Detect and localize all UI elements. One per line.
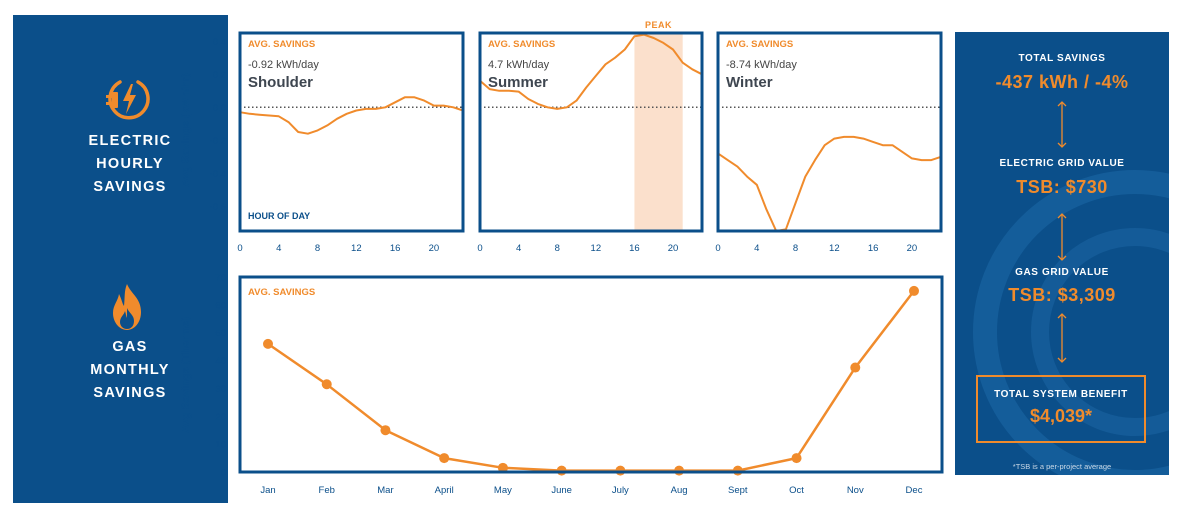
gas-x-tick-label: Jan [260, 485, 275, 496]
gas-y-tick-label: 0 [221, 468, 226, 479]
electric-title-line: HOURLY [96, 156, 164, 172]
gas-x-tick-label: June [551, 485, 572, 496]
total-system-benefit-box: TOTAL SYSTEM BENEFIT $4,039* [976, 375, 1146, 443]
series-line-summer [479, 33, 703, 110]
gas-x-tick-label: May [494, 485, 512, 496]
gas-point-jan [263, 338, 273, 349]
gas-grid-value: TSB: $3,309 [1008, 285, 1116, 305]
system-benefit-label: TOTAL SYSTEM BENEFIT [994, 389, 1128, 400]
x-tick-label: 8 [555, 243, 560, 254]
gas-x-tick-label: Feb [319, 485, 335, 496]
y-tick-label: -0.4 [210, 169, 226, 180]
y-tick-label: 0.0 [213, 103, 226, 114]
electric-grid-label: ELECTRIC GRID VALUE [999, 158, 1125, 169]
gas-x-tick-label: Nov [847, 485, 864, 496]
electric-grid-value: TSB: $730 [1016, 177, 1108, 197]
daily-savings-value: -8.74 kWh/day [726, 59, 797, 71]
summary-decoration [973, 170, 1169, 475]
season-title: Winter [726, 74, 773, 91]
x-tick-label: 12 [351, 243, 362, 254]
series-line-shoulder [239, 96, 464, 135]
x-tick-label: 0 [715, 243, 720, 254]
x-tick-label: 20 [668, 243, 679, 254]
x-axis-label: HOUR OF DAY [248, 211, 310, 221]
y-tick-label: 0.2 [213, 70, 226, 81]
x-tick-label: 16 [629, 243, 640, 254]
charts-canvas: Avg Savings (kWh/hr) Avg Savings (Therms… [180, 20, 944, 496]
gas-point-april [439, 453, 450, 464]
x-tick-label: 20 [907, 243, 918, 254]
gas-x-tick-label: Mar [377, 485, 393, 496]
flame-icon [107, 282, 147, 337]
gas-y-tick-label: 60 [215, 300, 226, 311]
gas-y-tick-label: 50 [215, 328, 226, 339]
x-tick-label: 16 [868, 243, 879, 254]
gas-title-line: GAS [112, 339, 148, 355]
gas-grid-label: GAS GRID VALUE [1015, 267, 1109, 278]
gas-x-tick-label: Sept [728, 485, 748, 496]
electric-title-line: SAVINGS [93, 179, 167, 195]
gas-series-label: AVG. SAVINGS [248, 287, 315, 298]
tsb-footnote: *TSB is a per-project average [1012, 462, 1112, 471]
gas-point-feb [321, 379, 332, 390]
gas-x-tick-label: Oct [789, 485, 804, 496]
x-tick-label: 4 [276, 243, 281, 254]
total-savings-label: TOTAL SAVINGS [1018, 53, 1106, 64]
x-tick-label: 8 [793, 243, 798, 254]
gas-y-tick-label: 40 [215, 356, 226, 367]
x-tick-label: 4 [754, 243, 759, 254]
x-tick-label: 16 [390, 243, 401, 254]
series-label: AVG. SAVINGS [248, 39, 315, 50]
gas-y-tick-label: 20 [215, 412, 226, 423]
daily-savings-value: -0.92 kWh/day [248, 59, 319, 71]
gas-x-tick-label: Aug [671, 485, 688, 496]
x-tick-label: 4 [516, 243, 521, 254]
x-tick-label: 0 [237, 243, 242, 254]
gas-y-axis-label: Avg Savings (Therms) [180, 317, 192, 433]
x-tick-label: 12 [829, 243, 840, 254]
plug-bolt-icon [104, 74, 154, 129]
gas-point-dec [909, 285, 919, 296]
season-title: Summer [488, 74, 548, 91]
x-tick-label: 20 [429, 243, 440, 254]
gas-y-tick-label: 30 [215, 384, 226, 395]
panel-frame-summer [478, 31, 704, 233]
series-label: AVG. SAVINGS [488, 39, 555, 50]
gas-title-line: MONTHLY [90, 362, 170, 378]
total-savings-value: -437 kWh / -4% [995, 72, 1129, 92]
y-tick-label: -0.2 [210, 136, 226, 147]
gas-x-tick-label: April [435, 485, 454, 496]
gas-point-oct [791, 453, 802, 464]
summary-panel: TOTAL SAVINGS -437 kWh / -4% ELECTRIC GR… [955, 32, 1169, 475]
gas-y-tick-label: 10 [215, 440, 226, 451]
gas-point-nov [850, 362, 861, 373]
gas-series-line [267, 290, 915, 472]
gas-section-title: GAS MONTHLY SAVINGS [60, 336, 200, 405]
electric-section-title: ELECTRIC HOURLY SAVINGS [60, 130, 200, 199]
connector-arrows [1057, 101, 1067, 363]
series-line-winter [717, 135, 942, 232]
y-tick-label: 0.4 [213, 37, 226, 48]
series-label: AVG. SAVINGS [726, 39, 793, 50]
x-tick-label: 12 [591, 243, 602, 254]
gas-x-tick-label: July [612, 485, 629, 496]
daily-savings-value: 4.7 kWh/day [488, 59, 550, 71]
gas-title-line: SAVINGS [93, 385, 167, 401]
x-tick-label: 0 [477, 243, 482, 254]
gas-point-mar [380, 425, 391, 436]
y-tick-label: -0.6 [210, 202, 226, 213]
gas-point-may [497, 462, 508, 473]
gas-y-tick-label: 70 [215, 273, 226, 284]
x-tick-label: 8 [315, 243, 320, 254]
season-title: Shoulder [248, 74, 313, 91]
system-benefit-value: $4,039* [1029, 406, 1093, 426]
panel-frame-winter [716, 31, 943, 233]
electric-y-axis-label: Avg Savings (kWh/hr) [180, 73, 192, 187]
electric-title-line: ELECTRIC [88, 133, 172, 149]
gas-panel-frame [238, 275, 944, 474]
peak-label: PEAK [645, 20, 672, 30]
panel-frame-shoulder [238, 31, 465, 233]
gas-x-tick-label: Dec [906, 485, 923, 496]
peak-band [634, 33, 683, 231]
